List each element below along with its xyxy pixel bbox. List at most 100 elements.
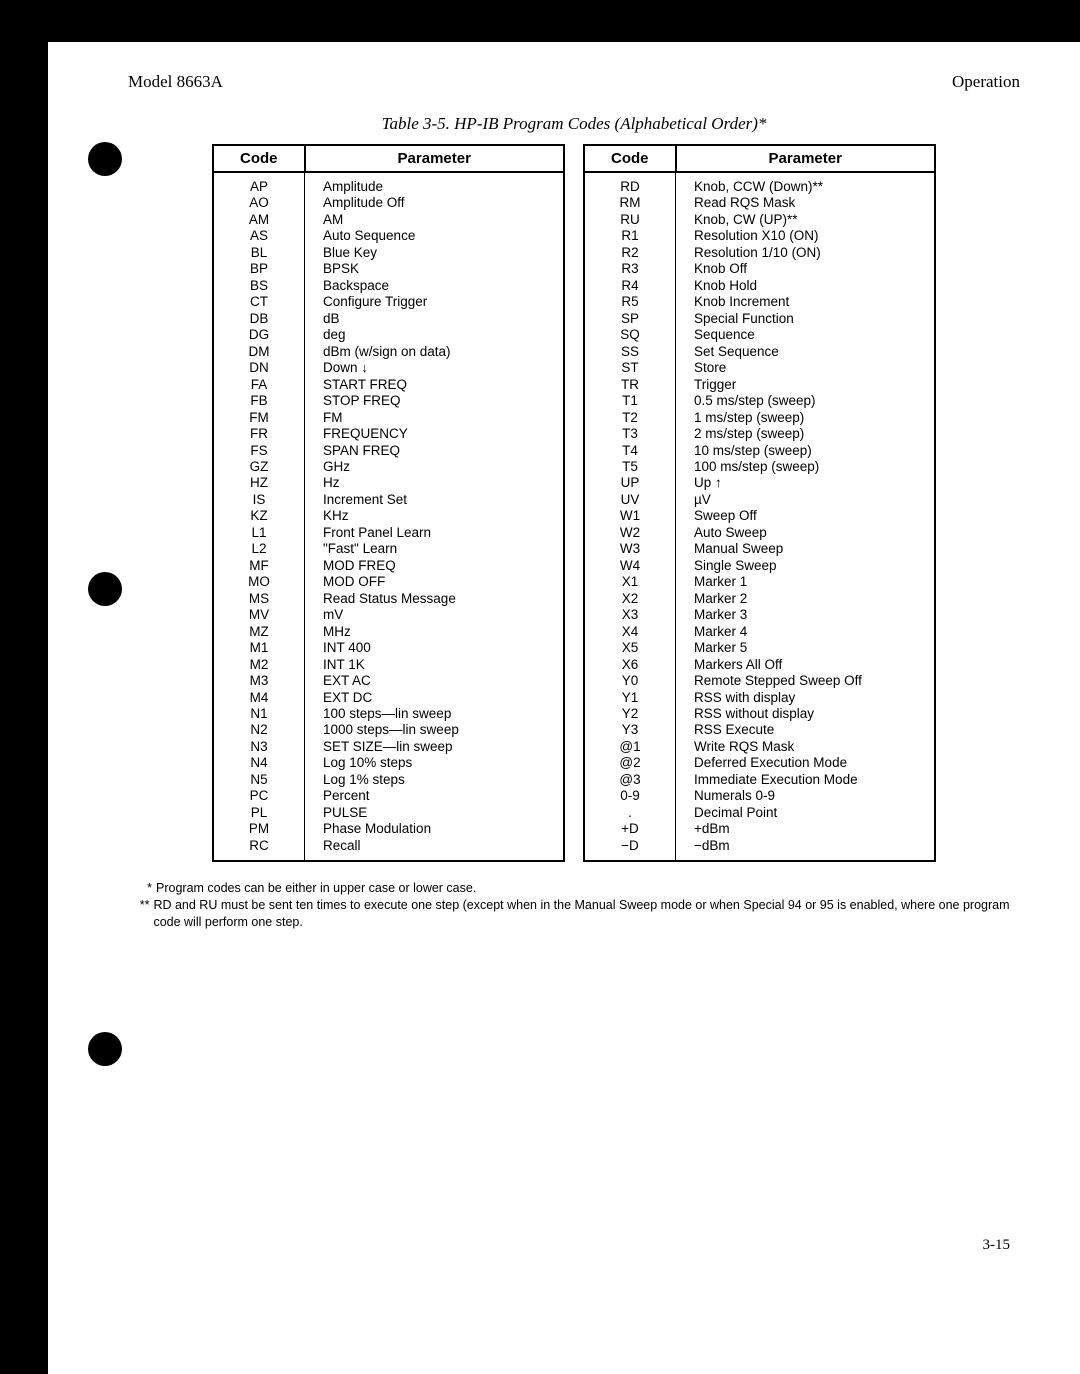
code-cell: L1 — [213, 525, 305, 541]
code-cell: TR — [584, 377, 676, 393]
table-row: ISIncrement Set — [213, 492, 564, 508]
code-cell: M2 — [213, 657, 305, 673]
param-cell: Marker 2 — [676, 591, 936, 607]
code-cell: R1 — [584, 228, 676, 244]
code-cell: GZ — [213, 459, 305, 475]
table-row: @3Immediate Execution Mode — [584, 772, 935, 788]
table-row: UPUp ↑ — [584, 475, 935, 491]
table-row: R2Resolution 1/10 (ON) — [584, 245, 935, 261]
table-row: N21000 steps—lin sweep — [213, 722, 564, 738]
code-cell: MS — [213, 591, 305, 607]
table-row: T32 ms/step (sweep) — [584, 426, 935, 442]
param-cell: 1000 steps—lin sweep — [305, 722, 565, 738]
code-cell: SQ — [584, 327, 676, 343]
code-cell: W3 — [584, 541, 676, 557]
table-row: R4Knob Hold — [584, 278, 935, 294]
table-row: +D+dBm — [584, 821, 935, 837]
param-cell: Log 10% steps — [305, 755, 565, 771]
code-cell: PL — [213, 805, 305, 821]
table-row: FMFM — [213, 410, 564, 426]
code-cell: FM — [213, 410, 305, 426]
param-cell: Auto Sweep — [676, 525, 936, 541]
model-label: Model 8663A — [128, 72, 223, 92]
param-cell: Single Sweep — [676, 558, 936, 574]
param-cell: Down ↓ — [305, 360, 565, 376]
param-cell: Amplitude Off — [305, 195, 565, 211]
param-cell: Special Function — [676, 311, 936, 327]
section-label: Operation — [952, 72, 1020, 92]
tables-container: Code Parameter APAmplitudeAOAmplitude Of… — [128, 144, 1020, 862]
param-cell: Trigger — [676, 377, 936, 393]
table-row: N5Log 1% steps — [213, 772, 564, 788]
table-row: T5100 ms/step (sweep) — [584, 459, 935, 475]
param-cell: Auto Sequence — [305, 228, 565, 244]
param-cell: Store — [676, 360, 936, 376]
code-cell: DN — [213, 360, 305, 376]
param-cell: EXT DC — [305, 690, 565, 706]
param-cell: 100 steps—lin sweep — [305, 706, 565, 722]
param-cell: Manual Sweep — [676, 541, 936, 557]
param-cell: "Fast" Learn — [305, 541, 565, 557]
hole-punch-icon — [88, 142, 122, 176]
param-cell: Resolution 1/10 (ON) — [676, 245, 936, 261]
table-row: FRFREQUENCY — [213, 426, 564, 442]
table-row: DNDown ↓ — [213, 360, 564, 376]
scan-background: Model 8663A Operation Table 3-5. HP-IB P… — [0, 0, 1080, 1374]
code-cell: PM — [213, 821, 305, 837]
param-cell: Read RQS Mask — [676, 195, 936, 211]
code-cell: @1 — [584, 739, 676, 755]
param-cell: Remote Stepped Sweep Off — [676, 673, 936, 689]
table-row: AOAmplitude Off — [213, 195, 564, 211]
table-row: M2INT 1K — [213, 657, 564, 673]
param-cell: Phase Modulation — [305, 821, 565, 837]
table-row: MZMHz — [213, 624, 564, 640]
code-cell: R4 — [584, 278, 676, 294]
codes-table-left: Code Parameter APAmplitudeAOAmplitude Of… — [212, 144, 565, 862]
footnote-mark: ** — [134, 897, 153, 931]
param-cell: RSS with display — [676, 690, 936, 706]
table-row: @2Deferred Execution Mode — [584, 755, 935, 771]
code-cell: N2 — [213, 722, 305, 738]
table-row: FBSTOP FREQ — [213, 393, 564, 409]
param-cell: Marker 3 — [676, 607, 936, 623]
param-cell: GHz — [305, 459, 565, 475]
table-row: PMPhase Modulation — [213, 821, 564, 837]
code-cell: X6 — [584, 657, 676, 673]
table-caption: Table 3-5. HP-IB Program Codes (Alphabet… — [128, 114, 1020, 134]
table-row: BSBackspace — [213, 278, 564, 294]
table-row: N3SET SIZE—lin sweep — [213, 739, 564, 755]
code-cell: R2 — [584, 245, 676, 261]
table-row: PCPercent — [213, 788, 564, 804]
code-cell: FB — [213, 393, 305, 409]
code-cell: ST — [584, 360, 676, 376]
param-cell: Decimal Point — [676, 805, 936, 821]
table-row: L2"Fast" Learn — [213, 541, 564, 557]
table-row: −D−dBm — [584, 838, 935, 861]
table-row: FSSPAN FREQ — [213, 443, 564, 459]
table-row: CTConfigure Trigger — [213, 294, 564, 310]
code-cell: N1 — [213, 706, 305, 722]
table-row: MOMOD OFF — [213, 574, 564, 590]
code-cell: AS — [213, 228, 305, 244]
param-cell: START FREQ — [305, 377, 565, 393]
table-row: Y0Remote Stepped Sweep Off — [584, 673, 935, 689]
table-row: SQSequence — [584, 327, 935, 343]
col-header-param: Parameter — [305, 145, 565, 172]
param-cell: INT 1K — [305, 657, 565, 673]
param-cell: AM — [305, 212, 565, 228]
table-row: @1Write RQS Mask — [584, 739, 935, 755]
param-cell: Blue Key — [305, 245, 565, 261]
code-cell: L2 — [213, 541, 305, 557]
table-row: ASAuto Sequence — [213, 228, 564, 244]
param-cell: dB — [305, 311, 565, 327]
table-row: X2Marker 2 — [584, 591, 935, 607]
param-cell: Knob Off — [676, 261, 936, 277]
table-row: DBdB — [213, 311, 564, 327]
code-cell: AO — [213, 195, 305, 211]
code-cell: CT — [213, 294, 305, 310]
code-cell: N5 — [213, 772, 305, 788]
code-cell: RD — [584, 172, 676, 195]
code-cell: X2 — [584, 591, 676, 607]
param-cell: Immediate Execution Mode — [676, 772, 936, 788]
code-cell: PC — [213, 788, 305, 804]
